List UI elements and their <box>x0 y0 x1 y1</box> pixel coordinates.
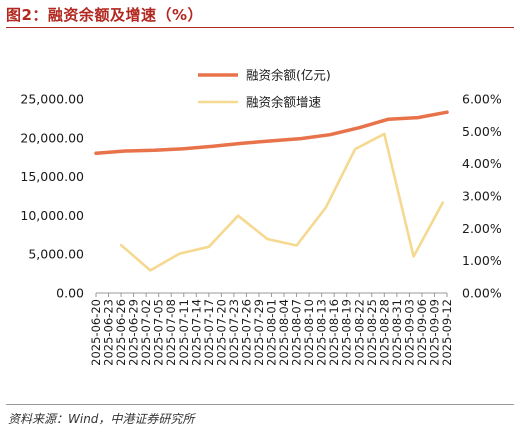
x-tick-label: 2025-07-08 <box>164 299 178 366</box>
x-tick-label: 2025-08-25 <box>365 299 379 366</box>
x-tick-label: 2025-08-22 <box>352 299 366 366</box>
y-right-tick-label: 4.00% <box>462 156 502 171</box>
y-right-tick-label: 5.00% <box>462 124 502 139</box>
x-tick-label: 2025-06-26 <box>114 299 128 366</box>
y-right-tick-label: 6.00% <box>462 92 502 107</box>
x-tick-label: 2025-07-11 <box>177 299 191 366</box>
x-tick-label: 2025-07-20 <box>214 299 228 366</box>
title-divider <box>6 27 514 28</box>
x-tick-label: 2025-09-09 <box>427 299 441 366</box>
chart-title: 图2：融资余额及增速（%） <box>6 6 203 24</box>
legend-label: 融资余额增速 <box>246 95 322 110</box>
x-tick-label: 2025-07-29 <box>252 299 266 366</box>
x-tick-label: 2025-08-28 <box>377 299 391 366</box>
y-left-tick-label: 20,000.00 <box>20 130 84 145</box>
x-tick-label: 2025-08-04 <box>277 299 291 366</box>
x-tick-label: 2025-08-31 <box>390 299 404 366</box>
y-right-tick-label: 0.00% <box>462 286 502 301</box>
series-line-1 <box>94 110 449 156</box>
y-left-tick-label: 25,000.00 <box>20 92 84 107</box>
x-tick-label: 2025-08-13 <box>315 299 329 366</box>
x-tick-label: 2025-06-23 <box>102 299 116 366</box>
series-line-2 <box>119 132 445 272</box>
x-tick-label: 2025-07-14 <box>189 299 203 366</box>
x-tick-label: 2025-09-12 <box>440 299 454 366</box>
source-note: 资料来源：Wind，中港证券研究所 <box>8 412 195 426</box>
x-tick-label: 2025-09-06 <box>415 299 429 366</box>
y-right-tick-label: 1.00% <box>462 253 502 268</box>
x-tick-label: 2025-08-16 <box>327 299 341 366</box>
x-tick-label: 2025-08-01 <box>265 299 279 366</box>
y-left-tick-label: 0.00 <box>56 286 84 301</box>
x-tick-label: 2025-09-03 <box>402 299 416 366</box>
y-right-tick-label: 3.00% <box>462 189 502 204</box>
y-left-tick-label: 15,000.00 <box>20 169 84 184</box>
plot-area: 2025-06-202025-06-232025-06-262025-06-29… <box>20 92 501 366</box>
y-left-tick-label: 10,000.00 <box>20 208 84 223</box>
x-tick-label: 2025-06-20 <box>89 299 103 366</box>
y-right-tick-label: 2.00% <box>462 221 502 236</box>
x-tick-label: 2025-08-07 <box>290 299 304 366</box>
x-tick-label: 2025-08-10 <box>302 299 316 366</box>
y-left-tick-label: 5,000.00 <box>28 247 84 262</box>
x-tick-label: 2025-07-17 <box>202 299 216 366</box>
legend-label: 融资余额(亿元) <box>246 68 331 83</box>
x-tick-label: 2025-07-26 <box>239 299 253 366</box>
x-tick-label: 2025-08-19 <box>340 299 354 366</box>
x-tick-label: 2025-07-23 <box>227 299 241 366</box>
x-tick-label: 2025-07-02 <box>139 299 153 366</box>
footer-divider <box>6 404 514 405</box>
x-tick-label: 2025-06-29 <box>127 299 141 366</box>
x-tick-label: 2025-07-05 <box>152 299 166 366</box>
chart-legend: 融资余额(亿元) 融资余额增速 <box>198 68 331 110</box>
